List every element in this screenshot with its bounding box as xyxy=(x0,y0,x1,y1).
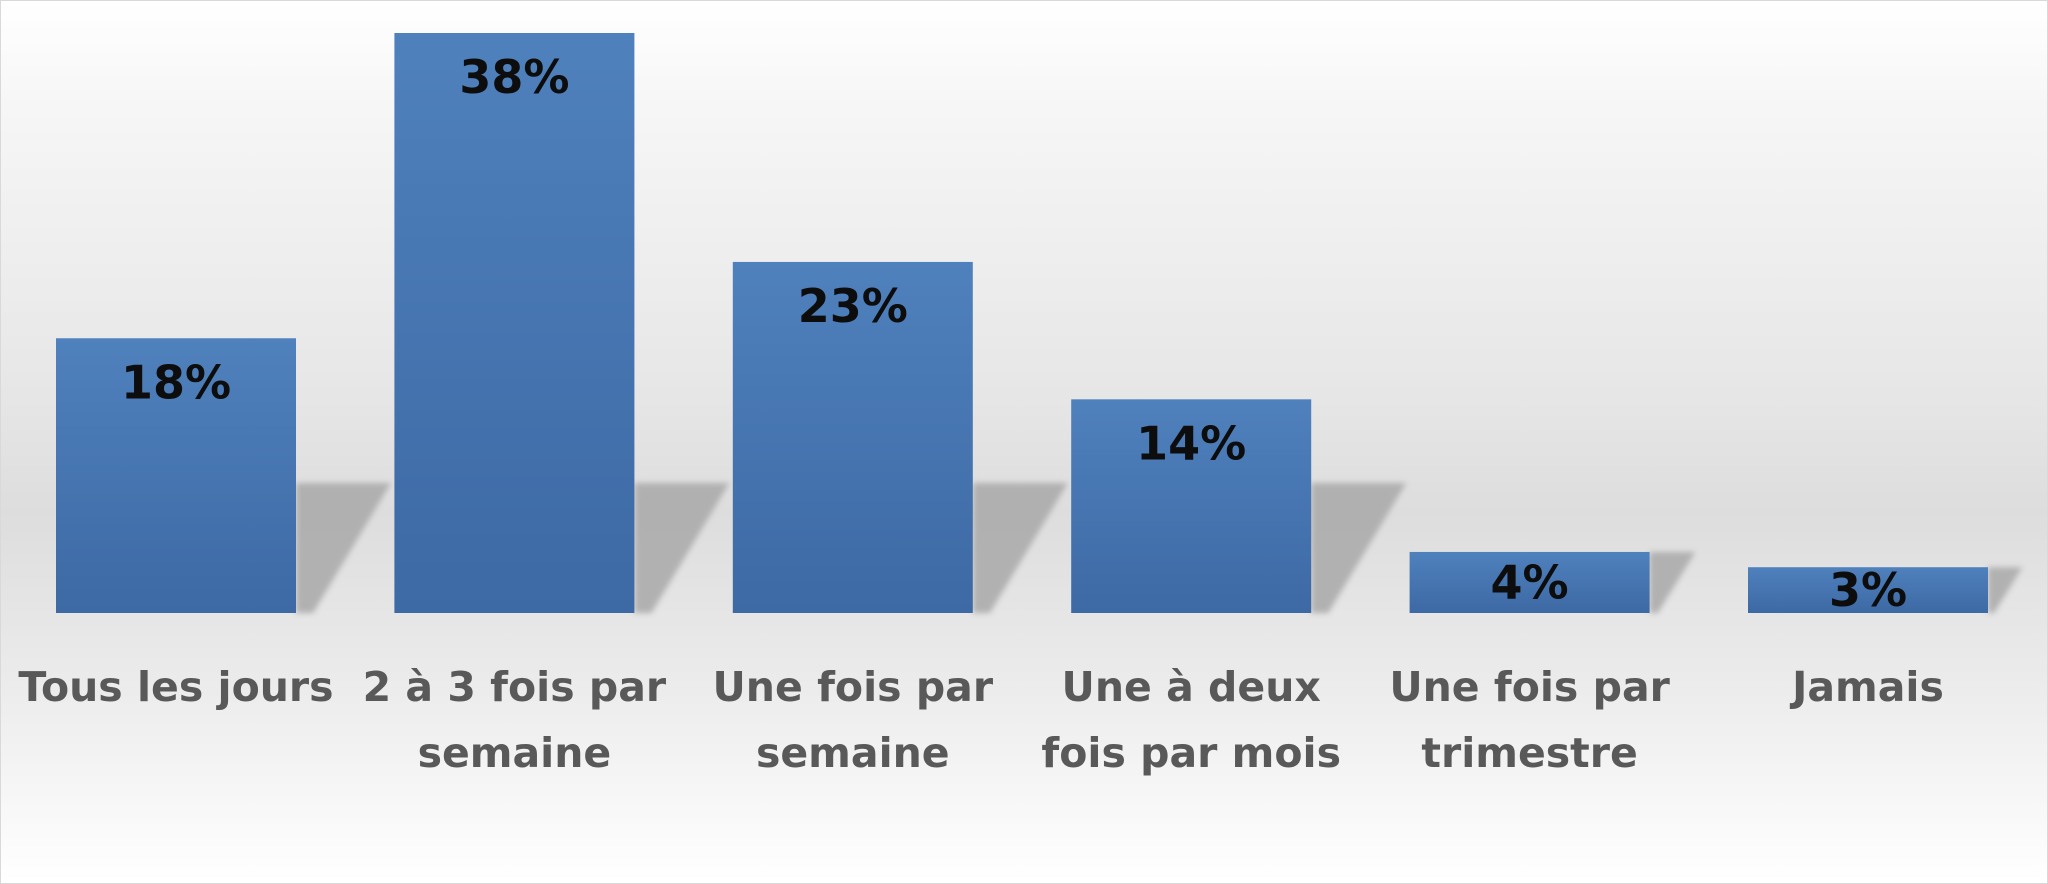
value-labels: 18% 38% 23% 14% 4% 3% xyxy=(121,50,1907,617)
bar xyxy=(1748,567,1988,613)
category-label: Tous les jours xyxy=(18,663,333,711)
bar xyxy=(732,261,973,613)
category-label-line: Une fois par xyxy=(713,663,994,711)
data-label: 23% xyxy=(798,279,908,333)
category-label: Une à deux fois par mois xyxy=(1041,663,1341,777)
bars xyxy=(56,33,1988,613)
category-label: Une fois par trimestre xyxy=(1389,663,1670,777)
bar-shadow xyxy=(634,483,730,613)
bar xyxy=(1071,399,1312,613)
category-label: Jamais xyxy=(1789,663,1944,711)
category-label-line: 2 à 3 fois par xyxy=(363,663,667,711)
data-label: 38% xyxy=(459,50,569,104)
bar-shadows xyxy=(296,483,2023,613)
category-label-line: Une à deux xyxy=(1062,663,1321,711)
bar xyxy=(56,338,296,613)
category-label-line: fois par mois xyxy=(1041,729,1341,777)
category-label: Une fois par semaine xyxy=(713,663,994,777)
bar xyxy=(394,33,635,613)
bar xyxy=(1409,551,1650,613)
data-label: 4% xyxy=(1491,555,1569,609)
data-label: 18% xyxy=(121,355,231,409)
category-label-line: trimestre xyxy=(1421,729,1637,777)
category-label-line: Jamais xyxy=(1789,663,1944,711)
bar-shadow xyxy=(1988,567,2023,613)
bar-shadow xyxy=(972,483,1068,613)
category-label-line: semaine xyxy=(756,729,950,777)
bar-shadow xyxy=(1311,483,1407,613)
category-label-line: semaine xyxy=(418,729,612,777)
data-label: 14% xyxy=(1136,416,1246,470)
bar-shadow xyxy=(296,483,391,613)
data-label: 3% xyxy=(1829,563,1907,617)
category-label: 2 à 3 fois par semaine xyxy=(363,663,667,777)
category-label-line: Tous les jours xyxy=(18,663,333,711)
category-label-line: Une fois par xyxy=(1389,663,1670,711)
bar-shadow xyxy=(1649,551,1696,613)
